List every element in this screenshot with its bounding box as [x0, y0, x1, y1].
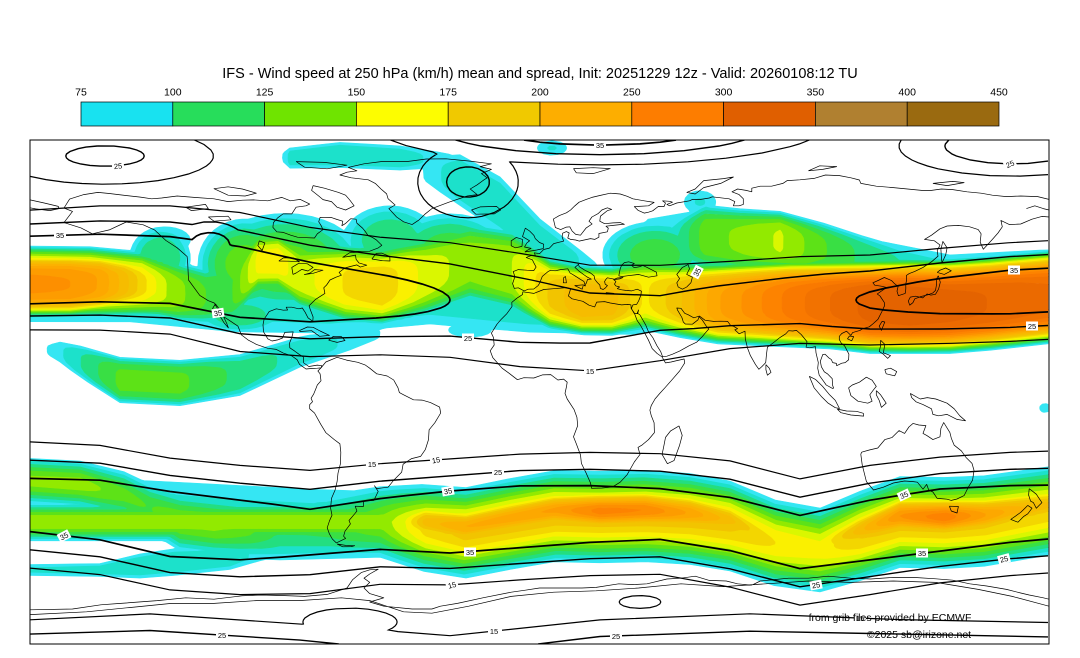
svg-text:150: 150: [348, 87, 366, 99]
svg-text:25: 25: [494, 468, 502, 477]
svg-text:15: 15: [586, 367, 594, 376]
svg-text:35: 35: [443, 486, 453, 496]
svg-text:175: 175: [439, 87, 457, 99]
svg-text:400: 400: [898, 87, 916, 99]
svg-text:35: 35: [918, 549, 926, 558]
svg-text:35: 35: [213, 308, 223, 318]
svg-text:25: 25: [612, 632, 620, 641]
svg-text:35: 35: [56, 231, 64, 240]
svg-text:35: 35: [466, 548, 474, 557]
svg-text:from grib files provided by EC: from grib files provided by ECMWF: [809, 612, 972, 624]
svg-text:25: 25: [464, 334, 472, 343]
svg-text:25: 25: [1028, 322, 1036, 331]
svg-text:125: 125: [256, 87, 274, 99]
svg-text:450: 450: [990, 87, 1008, 99]
svg-text:25: 25: [999, 554, 1009, 565]
svg-text:25: 25: [1004, 158, 1015, 170]
svg-text:300: 300: [715, 87, 733, 99]
svg-text:35: 35: [58, 530, 70, 542]
svg-text:15: 15: [368, 460, 376, 469]
svg-text:©2025 sb@irizone.net: ©2025 sb@irizone.net: [867, 629, 971, 641]
svg-text:75: 75: [75, 87, 87, 99]
svg-text:35: 35: [596, 141, 604, 150]
svg-text:25: 25: [218, 631, 226, 640]
svg-text:15: 15: [447, 580, 457, 591]
svg-text:100: 100: [164, 87, 182, 99]
svg-text:15: 15: [490, 627, 498, 636]
svg-text:350: 350: [807, 87, 825, 99]
svg-text:15: 15: [856, 614, 864, 623]
svg-text:35: 35: [1010, 266, 1018, 275]
svg-text:15: 15: [431, 455, 441, 465]
svg-text:250: 250: [623, 87, 641, 99]
svg-text:IFS - Wind speed at 250 hPa (k: IFS - Wind speed at 250 hPa (km/h) mean …: [222, 66, 857, 82]
svg-text:200: 200: [531, 87, 549, 99]
svg-text:25: 25: [113, 161, 122, 171]
svg-text:25: 25: [811, 580, 821, 590]
svg-text:35: 35: [898, 489, 909, 501]
svg-text:35: 35: [691, 266, 703, 278]
